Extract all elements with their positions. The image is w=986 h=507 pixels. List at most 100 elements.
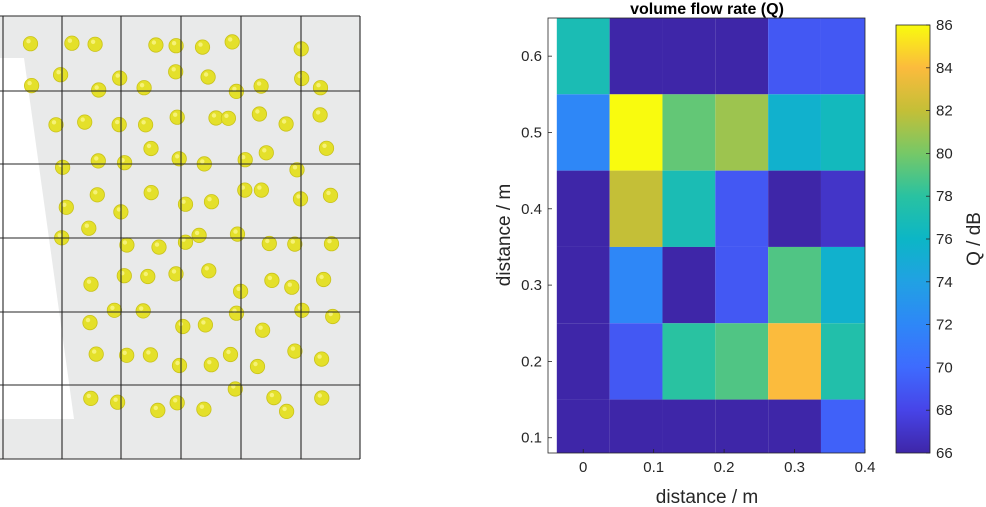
particle [168, 266, 184, 282]
heatmap-cell [768, 246, 821, 324]
particle [278, 116, 294, 132]
particle [197, 317, 213, 333]
particle [116, 268, 132, 284]
colorbar-tick-label: 66 [936, 445, 953, 462]
particle [294, 70, 310, 87]
particle [117, 155, 133, 171]
particle [87, 36, 103, 52]
heatmap-cell [609, 246, 663, 324]
particle [24, 78, 40, 94]
particle [255, 322, 271, 338]
grid-lines [0, 15, 361, 460]
particle [143, 185, 159, 201]
heatmap-cell [820, 170, 865, 247]
particle [220, 110, 236, 126]
particle [169, 109, 185, 125]
heatmap-cell [609, 323, 663, 400]
particle [119, 347, 135, 363]
particle [143, 140, 159, 157]
heatmap-cell [715, 170, 769, 247]
heatmap-cell [768, 18, 821, 95]
particle [111, 117, 127, 133]
particle [136, 80, 152, 96]
particle [251, 106, 267, 122]
x-tick-label: 0.2 [714, 459, 735, 476]
chart-title: volume flow rate (Q) [630, 1, 784, 18]
particle [312, 80, 329, 96]
particle [177, 234, 194, 250]
y-tick-label: 0.3 [521, 277, 542, 294]
particle [253, 182, 269, 198]
particle [90, 153, 106, 169]
x-axis-label: distance / m [656, 487, 758, 507]
colorbar [895, 24, 931, 454]
heatmap-cell [609, 170, 663, 247]
particle [48, 117, 64, 133]
colorbar-tick-label: 76 [936, 231, 953, 248]
particle [318, 140, 335, 156]
particle [91, 82, 107, 98]
particle [77, 114, 93, 130]
heatmap-cell [820, 246, 865, 324]
particle [83, 390, 99, 406]
particle [89, 187, 105, 203]
particle [106, 302, 123, 318]
heatmap-cell [715, 18, 769, 95]
heatmap-cell [768, 170, 821, 247]
y-tick-label: 0.1 [521, 430, 542, 447]
colorbar-tick-label: 82 [936, 103, 953, 120]
particle [201, 263, 217, 279]
colorbar-tick-label: 80 [936, 145, 953, 162]
particle [83, 276, 99, 292]
particle [227, 381, 243, 397]
particle [314, 390, 330, 406]
heatmap-cell [662, 170, 716, 247]
particle [294, 302, 310, 318]
particle [194, 39, 211, 55]
particle [261, 235, 277, 252]
particle [151, 239, 167, 255]
colorbar-tick-label: 86 [936, 17, 953, 34]
particle [237, 152, 253, 168]
heatmap-cell [556, 323, 610, 400]
heatmap-cell [820, 18, 865, 95]
particle [58, 199, 74, 215]
particle [140, 268, 156, 285]
y-tick-label: 0.5 [521, 124, 542, 141]
particle [88, 346, 104, 362]
particle [54, 159, 71, 175]
colorbar-tick-label: 70 [936, 359, 953, 376]
particle [312, 107, 328, 123]
heatmap-cell [715, 399, 769, 453]
heatmap-cell [556, 246, 610, 324]
heatmap-cell [820, 94, 865, 171]
particle [142, 347, 158, 363]
heatmap-cell [556, 399, 610, 453]
heatmap-cell [662, 246, 716, 324]
particle [237, 182, 253, 198]
heatmap-cell [768, 94, 821, 171]
heatmap-cell [768, 399, 821, 453]
particle [287, 343, 303, 359]
particle [138, 117, 154, 133]
particle [171, 357, 188, 374]
particle [249, 358, 266, 375]
particle [64, 35, 80, 51]
heatmap-cell [609, 18, 663, 95]
y-axis-label: distance / m [494, 184, 515, 286]
colorbar-tick-label: 84 [936, 60, 953, 77]
x-tick-label: 0 [579, 459, 587, 476]
heatmap-cells [556, 18, 865, 453]
y-axis-ticks: 0.1 0.2 0.3 0.4 0.5 0.6 [521, 48, 552, 447]
particle [169, 395, 185, 411]
heatmap-cell [556, 94, 610, 171]
particle [200, 69, 216, 85]
particle [266, 389, 282, 406]
x-tick-label: 0.1 [643, 459, 664, 476]
heatmap-cell [715, 246, 769, 324]
heatmap-cell [556, 18, 610, 95]
particle [175, 318, 191, 335]
particle [191, 227, 207, 243]
particle [253, 78, 269, 94]
